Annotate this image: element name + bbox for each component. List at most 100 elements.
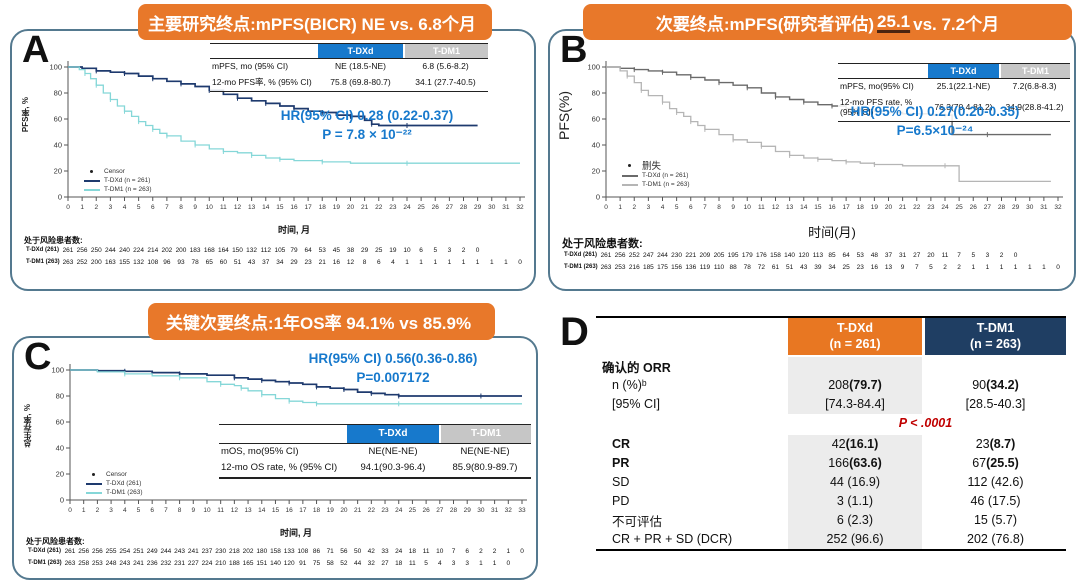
svg-text:15: 15 <box>272 507 280 514</box>
svg-text:60: 60 <box>56 418 64 427</box>
tdm1-line-icon <box>622 183 638 186</box>
svg-text:6: 6 <box>150 507 154 514</box>
orr-table-row: n (%)ᵇ 208 (79.7) 90 (34.2) <box>596 375 1066 395</box>
tdm1-line-icon <box>84 188 100 191</box>
svg-text:18: 18 <box>857 204 865 211</box>
svg-text:2: 2 <box>94 204 98 211</box>
svg-text:31: 31 <box>1040 204 1048 211</box>
svg-text:15: 15 <box>276 204 284 211</box>
svg-text:16: 16 <box>828 204 836 211</box>
panel-b-legend: 删失 T-DXd (n = 261) T-DM1 (n = 263) <box>622 159 690 189</box>
svg-text:0: 0 <box>604 204 608 211</box>
svg-text:100: 100 <box>49 63 62 72</box>
svg-text:12: 12 <box>772 204 780 211</box>
svg-text:27: 27 <box>446 204 454 211</box>
panel-b-col-tdxd: T-DXd <box>928 64 999 79</box>
svg-text:80: 80 <box>56 392 64 401</box>
orr-p-value: P < .0001 <box>898 415 953 430</box>
svg-text:20: 20 <box>347 204 355 211</box>
svg-text:2: 2 <box>96 507 100 514</box>
svg-text:21: 21 <box>361 204 369 211</box>
panel-c-summary-table: T-DXd T-DM1 mOS, mo(95% CI) NE(NE-NE) NE(NE… <box>219 424 531 480</box>
svg-text:100: 100 <box>587 63 600 72</box>
panel-c-hr-annotation: HR(95% CI) 0.56(0.36-0.86) P=0.007172 <box>254 350 532 388</box>
svg-text:27: 27 <box>984 204 992 211</box>
panel-c-col-tdxd: T-DXd <box>347 425 439 443</box>
svg-text:4: 4 <box>123 507 127 514</box>
svg-text:32: 32 <box>1054 204 1062 211</box>
svg-text:1: 1 <box>618 204 622 211</box>
svg-text:40: 40 <box>592 141 600 150</box>
orr-table-row: PR 166 (63.6) 67 (25.5) <box>596 453 1066 473</box>
svg-text:21: 21 <box>899 204 907 211</box>
svg-text:26: 26 <box>432 204 440 211</box>
svg-text:3: 3 <box>109 204 113 211</box>
panel-b-banner-text: 次要终点:mPFS(研究者评估) <box>655 14 875 34</box>
orr-table-row: SD 44 (16.9) 112 (42.6) <box>596 472 1066 492</box>
svg-text:13: 13 <box>248 204 256 211</box>
svg-text:22: 22 <box>368 507 376 514</box>
at-risk-row: T-DM1 (263) 263 252 200 163 155 132 108 96 93 78 65… <box>26 259 522 266</box>
svg-text:25: 25 <box>418 204 426 211</box>
svg-text:32: 32 <box>516 204 524 211</box>
svg-text:25: 25 <box>956 204 964 211</box>
svg-text:20: 20 <box>340 507 348 514</box>
svg-text:10: 10 <box>203 507 211 514</box>
svg-text:29: 29 <box>474 204 482 211</box>
at-risk-row: T-DXd (261) 261 256 250 244 240 224 214 202 200 18… <box>26 247 480 254</box>
orr-table-header: T-DXd (n = 261) T-DM1 (n = 263) <box>596 316 1066 355</box>
panel-b-hr-annotation: HR(95% CI) 0.27(0.20-0.35) P=6.5×10⁻²⁴ <box>800 103 1070 141</box>
panel-c-at-risk-table: 处于风险患者数: T-DXd (261) 261 256 256 255 254 251 24… <box>26 536 533 571</box>
orr-table: T-DXd (n = 261) T-DM1 (n = 263) 确认的 ORR n (… <box>596 316 1066 551</box>
svg-text:19: 19 <box>327 507 335 514</box>
svg-text:26: 26 <box>423 507 431 514</box>
orr-table-row: CR 42 (16.1) 23 (8.7) <box>596 434 1066 454</box>
tdxd-line-icon <box>622 174 638 177</box>
panel-c-x-axis-label: 时间, 月 <box>279 528 312 538</box>
svg-text:20: 20 <box>592 167 600 176</box>
svg-text:9: 9 <box>193 204 197 211</box>
svg-text:26: 26 <box>970 204 978 211</box>
panel-b-x-axis-label: 时间(月) <box>808 225 856 240</box>
panel-d-letter: D <box>560 310 589 354</box>
svg-text:14: 14 <box>262 204 270 211</box>
svg-text:24: 24 <box>395 507 403 514</box>
panel-a-banner: 主要研究终点:mPFS(BICR) NE vs. 6.8个月 <box>138 4 492 40</box>
svg-text:100: 100 <box>51 366 64 375</box>
svg-text:11: 11 <box>217 507 224 514</box>
svg-text:22: 22 <box>913 204 921 211</box>
svg-text:13: 13 <box>786 204 794 211</box>
svg-text:17: 17 <box>305 204 313 211</box>
svg-text:12: 12 <box>234 204 242 211</box>
tdm1-line-icon <box>86 491 102 494</box>
panel-c-card: C 总生存率, % 0 20 40 60 80 100 0 1 2 3 4 5 6 7 8 9 10 11 12 13… <box>12 336 538 580</box>
svg-text:7: 7 <box>703 204 707 211</box>
at-risk-row: T-DM1 (263) 263 253 216 185 175 156 136 119 110 88… <box>564 264 1060 271</box>
svg-text:5: 5 <box>137 507 141 514</box>
censor-marker-icon <box>90 170 93 173</box>
svg-text:30: 30 <box>1026 204 1034 211</box>
svg-text:31: 31 <box>502 204 510 211</box>
svg-text:10: 10 <box>744 204 752 211</box>
panel-b-card: B PFS(%) 0 20 40 60 80 100 0 1 2 3 4 5 6 7 8 9 10 11 12 13 1… <box>548 29 1076 291</box>
svg-text:15: 15 <box>814 204 822 211</box>
svg-text:8: 8 <box>179 204 183 211</box>
svg-text:8: 8 <box>178 507 182 514</box>
panel-c-banner: 关键次要终点:1年OS率 94.1% vs 85.9% <box>148 303 495 340</box>
svg-text:23: 23 <box>381 507 389 514</box>
svg-text:11: 11 <box>758 204 765 211</box>
svg-text:23: 23 <box>389 204 397 211</box>
panel-a-x-axis-label: 时间, 月 <box>277 225 310 235</box>
orr-col-tdm1: T-DM1 (n = 263) <box>925 318 1066 355</box>
svg-text:19: 19 <box>871 204 879 211</box>
svg-text:28: 28 <box>998 204 1006 211</box>
svg-text:30: 30 <box>477 507 485 514</box>
svg-text:7: 7 <box>164 507 168 514</box>
panel-a-legend: Censor T-DXd (n = 261) T-DM1 (n = 263) <box>84 167 152 194</box>
orr-table-row: CR + PR + SD (DCR) 252 (96.6) 202 (76.8) <box>596 529 1066 549</box>
svg-text:22: 22 <box>375 204 383 211</box>
orr-table-row: 确认的 ORR <box>596 356 1066 376</box>
panel-c-p-value: P=0.007172 <box>356 369 430 385</box>
